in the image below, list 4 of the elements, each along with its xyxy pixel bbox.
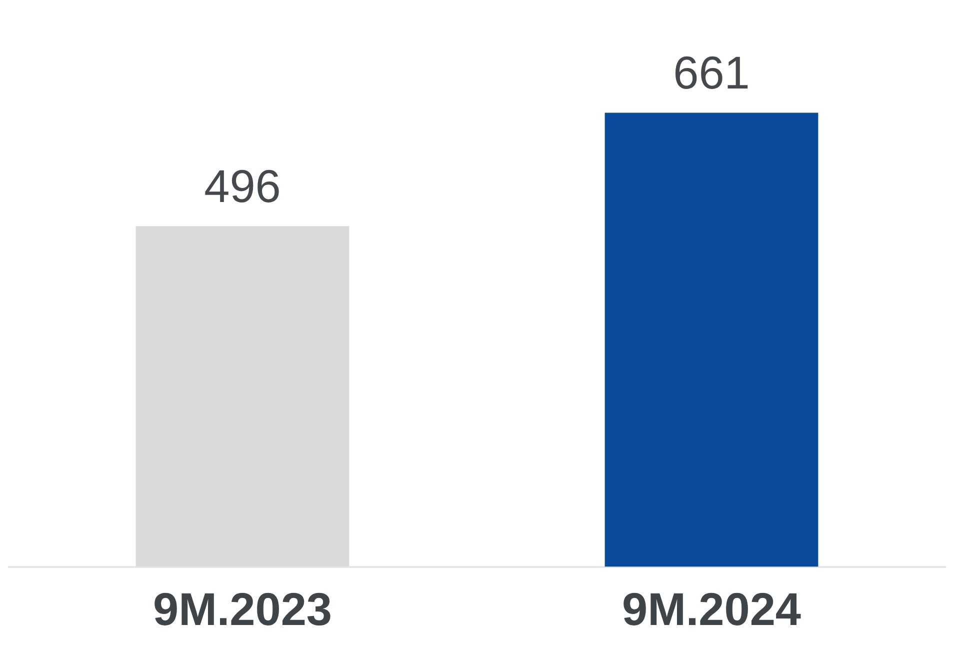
x-tick-label: 9M.2024 [622,583,802,636]
data-label: 496 [204,160,281,212]
x-tick-label: 9M.2023 [152,583,332,636]
data-label: 661 [673,46,750,98]
